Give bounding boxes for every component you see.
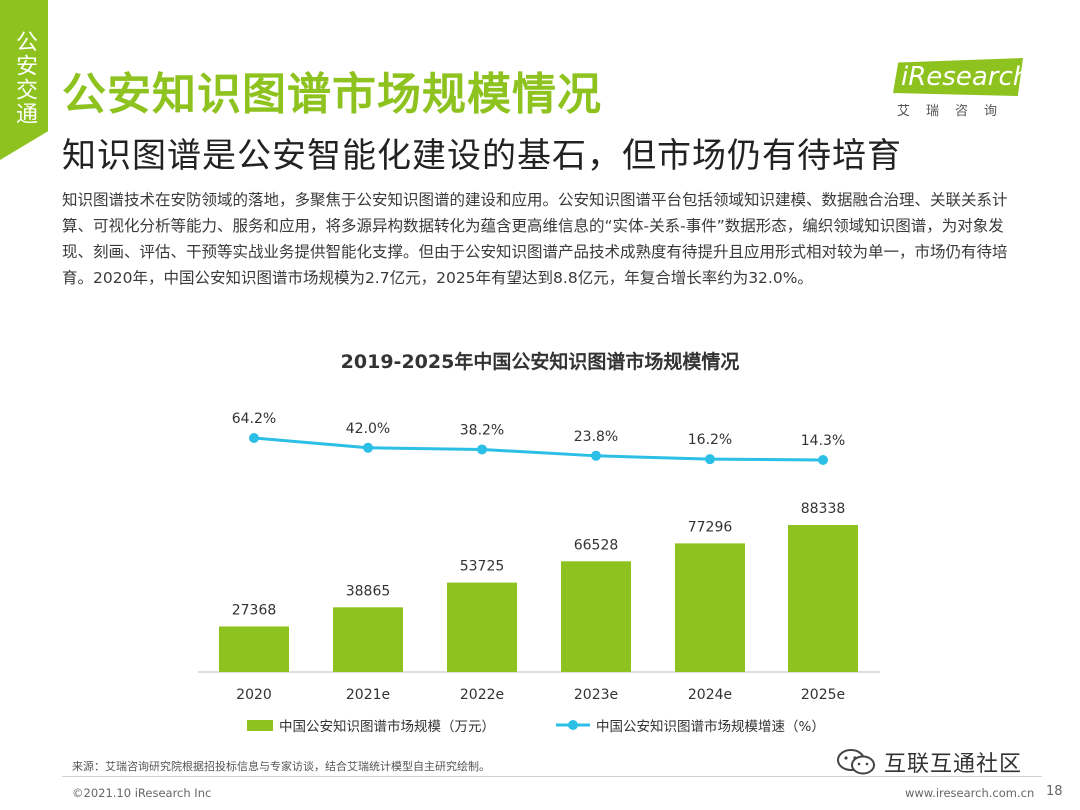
growth-rate-label: 23.8% (574, 429, 618, 445)
x-tick-label: 2020 (236, 687, 272, 703)
growth-rate-label: 64.2% (232, 411, 276, 427)
page-subtitle: 知识图谱是公安智能化建设的基石，但市场仍有待培育 (62, 136, 902, 176)
market-size-chart: 2019-2025年中国公安知识图谱市场规模情况 27368 2020 38865 2… (198, 350, 880, 735)
bar-value-label: 53725 (460, 559, 505, 575)
logo-subtitle: 艾瑞咨询 (897, 104, 1014, 119)
logo-badge (893, 58, 1023, 96)
growth-rate-point (249, 433, 259, 443)
body-paragraph: 知识图谱技术在安防领域的落地，多聚焦于公安知识图谱的建设和应用。公安知识图谱平台… (62, 191, 1008, 287)
bar-2024e (675, 543, 745, 672)
wechat-icon (837, 749, 875, 775)
x-tick-label: 2023e (574, 687, 618, 703)
legend-bar-label: 中国公安知识图谱市场规模（万元） (279, 718, 495, 735)
growth-rate-point (818, 455, 828, 465)
growth-rate-label: 14.3% (801, 433, 845, 449)
x-tick-label: 2025e (801, 687, 845, 703)
bar-value-label: 27368 (232, 602, 277, 618)
chart-title: 2019-2025年中国公安知识图谱市场规模情况 (341, 350, 740, 373)
website-link[interactable]: www.iresearch.com.cn (905, 786, 1035, 800)
growth-rate-point (705, 454, 715, 465)
growth-rate-point (363, 442, 373, 453)
footer-divider (62, 776, 1042, 777)
bar-2025e (788, 525, 858, 672)
growth-rate-line (253, 436, 824, 462)
growth-rate-label: 42.0% (346, 421, 390, 437)
growth-rate-label: 16.2% (688, 432, 732, 448)
watermark-text: 互联互通社区 (884, 752, 1023, 777)
growth-rate-point (477, 444, 487, 455)
legend-bar-swatch (247, 720, 273, 731)
iresearch-logo: iResearch 艾瑞咨询 (893, 58, 1030, 120)
x-tick-label: 2024e (688, 687, 732, 703)
growth-rate-label: 38.2% (460, 422, 504, 438)
bar-value-label: 77296 (688, 519, 733, 535)
section-tab-label: 公安交通 (12, 30, 37, 126)
bar-value-label: 88338 (801, 501, 846, 517)
bar-2022e (447, 582, 517, 672)
source-note: 来源：艾瑞咨询研究院根据招投标信息与专家访谈，结合艾瑞统计模型自主研究绘制。 (72, 760, 490, 773)
x-tick-label: 2021e (346, 687, 390, 703)
growth-rate-point (591, 450, 601, 461)
bar-2023e (561, 561, 631, 672)
legend-line-label: 中国公安知识图谱市场规模增速（%） (596, 718, 825, 735)
logo-name: iResearch (901, 62, 1030, 92)
page-number: 18 (1046, 784, 1063, 799)
bar-value-label: 66528 (574, 537, 619, 553)
page-title: 公安知识图谱市场规模情况 (62, 69, 602, 120)
x-tick-label: 2022e (460, 687, 504, 703)
copyright: ©2021.10 iResearch Inc (72, 786, 212, 800)
bar-value-label: 38865 (346, 583, 391, 599)
section-tab: 公安交通 (0, 0, 48, 160)
bar-2020 (219, 626, 289, 672)
watermark: 互联互通社区 (836, 746, 1022, 778)
bar-2021e (333, 607, 403, 672)
legend-line-marker (568, 720, 578, 730)
